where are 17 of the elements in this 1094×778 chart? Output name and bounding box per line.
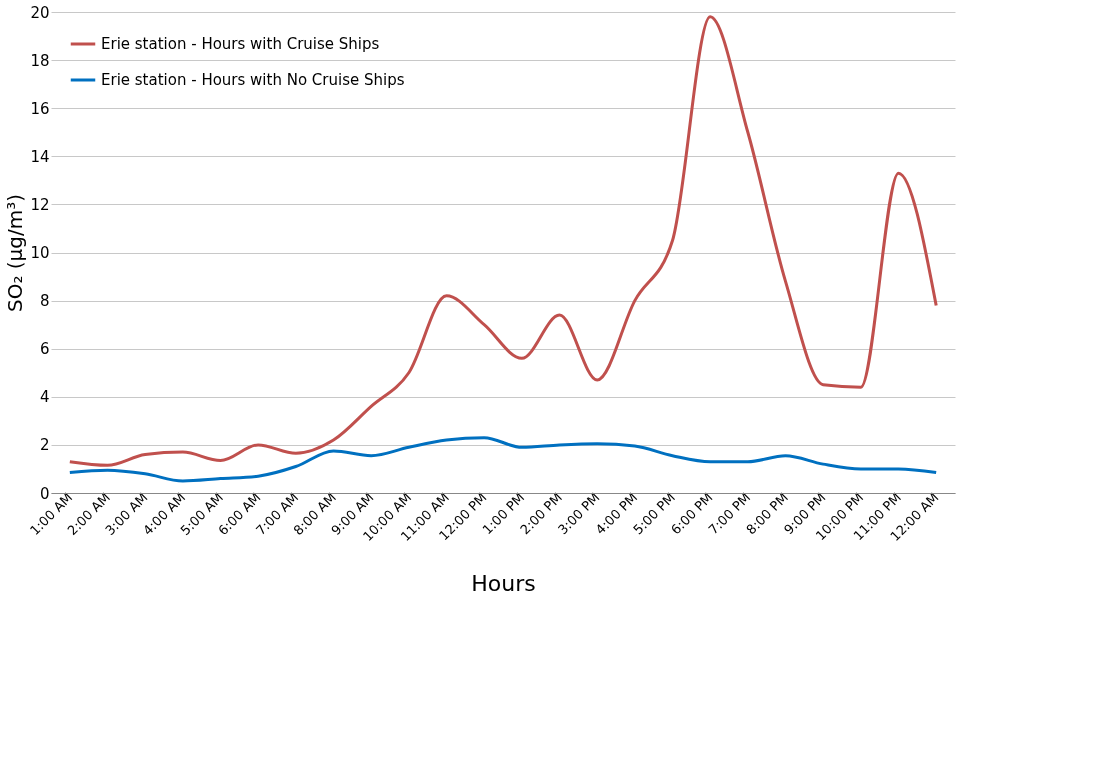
y-tick-label: 16 — [30, 99, 50, 118]
y-axis-title: SO₂ (µg/m³) — [3, 193, 28, 313]
legend-label: Erie station - Hours with No Cruise Ships — [101, 71, 405, 89]
y-tick-label: 0 — [39, 484, 50, 503]
y-tick-label: 2 — [39, 436, 50, 455]
y-tick-label: 12 — [30, 195, 50, 214]
x-axis-title: Hours — [471, 571, 536, 597]
y-tick-label: 8 — [39, 292, 50, 311]
y-tick-label: 20 — [30, 3, 50, 22]
y-tick-label: 14 — [30, 147, 50, 166]
line-series — [68, 436, 938, 483]
legend-label: Erie station - Hours with Cruise Ships — [101, 35, 380, 53]
y-tick-label: 18 — [30, 51, 50, 70]
y-tick-label: 10 — [30, 244, 50, 262]
y-tick-label: 6 — [39, 340, 50, 359]
line-series — [68, 15, 938, 467]
y-tick-label: 4 — [39, 388, 50, 407]
